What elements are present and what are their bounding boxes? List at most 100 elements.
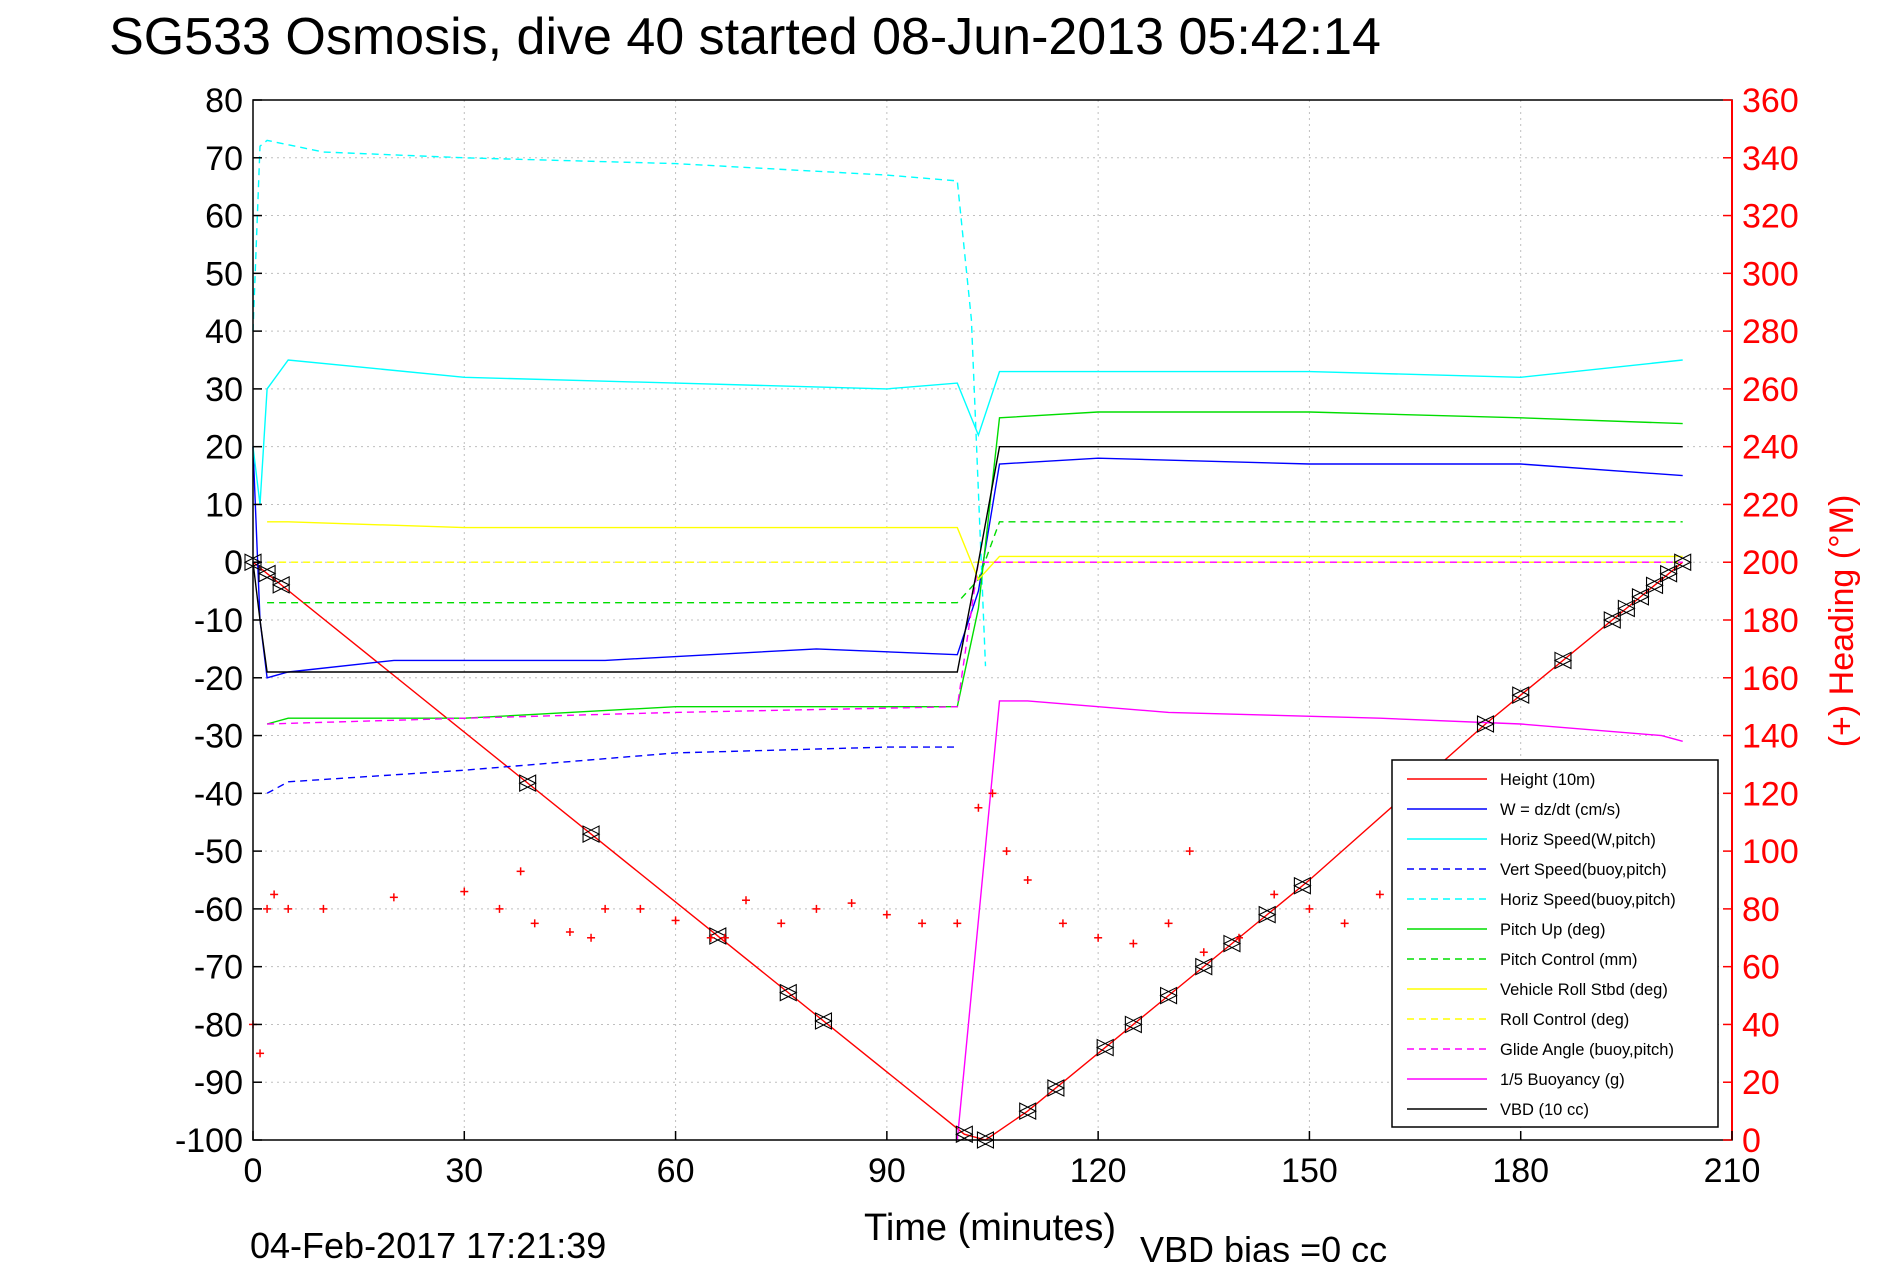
left-tick-label: 30 — [205, 371, 243, 409]
heading-point — [1270, 890, 1279, 899]
heading-point — [530, 919, 539, 928]
left-tick-label: -30 — [194, 718, 243, 756]
right-y-axis-label: (+) Heading (°M) — [1823, 495, 1861, 748]
left-tick-label: -20 — [194, 660, 243, 698]
heading-point — [1164, 919, 1173, 928]
right-tick-label: 260 — [1742, 371, 1799, 409]
height-marker — [1645, 576, 1664, 595]
series-pitch-up-deg — [266, 411, 1683, 725]
heading-point — [1375, 890, 1384, 899]
heading-point — [565, 928, 574, 936]
legend-label: Vert Speed(buoy,pitch) — [1500, 861, 1667, 879]
right-tick-label: 160 — [1742, 660, 1799, 698]
series-1-5-buoyancy-g — [956, 700, 1683, 1141]
left-tick-label: -10 — [194, 602, 243, 640]
series-horiz-speed-w-pitch — [252, 359, 1683, 505]
heading-point — [587, 933, 596, 942]
right-tick-label: 300 — [1742, 255, 1799, 293]
heading-point — [1185, 847, 1194, 856]
height-marker — [1553, 651, 1573, 670]
height-marker — [1673, 553, 1692, 572]
right-tick-label: 100 — [1742, 833, 1799, 871]
heading-point — [319, 904, 328, 913]
heading-point — [1058, 919, 1067, 928]
height-marker — [1617, 599, 1636, 618]
series-vehicle-roll-stbd-deg — [267, 521, 1683, 581]
left-tick-label: -90 — [194, 1064, 243, 1102]
heading-point — [1305, 904, 1314, 913]
heading-point — [263, 904, 272, 913]
x-tick-label: 150 — [1281, 1152, 1338, 1190]
right-tick-label: 180 — [1742, 602, 1799, 640]
series-height-10m — [252, 561, 1684, 1141]
left-tick-label: -60 — [194, 891, 243, 929]
heading-point — [256, 1049, 265, 1058]
height-marker — [1476, 715, 1495, 733]
height-marker — [1659, 564, 1678, 583]
height-marker — [257, 564, 277, 583]
height-marker — [1603, 611, 1622, 629]
left-tick-label: 10 — [205, 486, 243, 524]
heading-point — [953, 919, 962, 928]
heading-point — [918, 919, 927, 928]
right-tick-label: 360 — [1742, 82, 1799, 120]
height-marker — [271, 575, 291, 594]
heading-point — [671, 916, 680, 925]
heading-point — [601, 904, 610, 913]
heading-point — [882, 910, 891, 919]
right-y-axis: 3603403203002802602402202001801601401201… — [1723, 82, 1799, 1160]
right-tick-label: 200 — [1742, 544, 1799, 582]
series-glide-angle-buoy-pitch — [267, 561, 1683, 725]
height-marker — [1124, 1015, 1143, 1034]
x-tick-label: 180 — [1492, 1152, 1549, 1190]
legend-box — [1391, 759, 1719, 1128]
heading-point — [284, 904, 293, 913]
print-timestamp: 04-Feb-2017 17:21:39 — [250, 1225, 606, 1262]
right-tick-label: 80 — [1742, 891, 1780, 929]
right-tick-label: 20 — [1742, 1064, 1780, 1102]
legend-label: Horiz Speed(buoy,pitch) — [1500, 891, 1676, 909]
x-axis-label: Time (minutes) — [864, 1207, 1116, 1249]
legend-label: Vehicle Roll Stbd (deg) — [1500, 981, 1668, 999]
x-tick-label: 210 — [1704, 1152, 1761, 1190]
legend-label: Pitch Control (mm) — [1500, 951, 1638, 969]
left-tick-label: -40 — [194, 775, 243, 813]
chart-title: SG533 Osmosis, dive 40 started 08-Jun-20… — [109, 8, 1381, 66]
x-tick-label: 30 — [445, 1152, 483, 1190]
series-vert-speed-buoy-pitch — [266, 746, 958, 794]
left-tick-label: -100 — [175, 1122, 243, 1160]
heading-point — [988, 789, 997, 798]
left-tick-label: -50 — [194, 833, 243, 871]
left-tick-label: -70 — [194, 949, 243, 987]
heading-point — [1023, 876, 1032, 884]
legend-label: 1/5 Buoyancy (g) — [1500, 1071, 1625, 1089]
height-marker — [1095, 1038, 1115, 1057]
x-tick-label: 0 — [244, 1152, 263, 1190]
x-axis: 0 30 60 90 120 150 180 210 — [244, 1131, 1761, 1190]
heading-markers — [249, 789, 1384, 1058]
legend: Height (10m) W = dz/dt (cm/s) Horiz Speed(… — [1391, 759, 1719, 1128]
height-marker — [1293, 876, 1312, 895]
heading-point — [777, 919, 786, 928]
height-marker — [1257, 905, 1277, 924]
left-tick-label: 40 — [205, 313, 243, 351]
heading-point — [720, 933, 729, 942]
heading-point — [389, 893, 398, 902]
height-marker — [518, 774, 537, 792]
left-tick-label: -80 — [194, 1006, 243, 1044]
x-tick-label: 60 — [657, 1152, 695, 1190]
heading-point — [516, 867, 525, 876]
right-tick-label: 340 — [1742, 140, 1799, 178]
heading-point — [706, 933, 715, 942]
right-tick-label: 40 — [1742, 1006, 1780, 1044]
legend-label: Height (10m) — [1500, 771, 1595, 789]
left-tick-label: 50 — [205, 255, 243, 293]
height-marker — [779, 983, 798, 1002]
right-tick-label: 120 — [1742, 775, 1799, 813]
heading-point — [495, 904, 504, 913]
height-marker — [955, 1125, 974, 1144]
heading-point — [460, 887, 469, 896]
right-tick-label: 320 — [1742, 198, 1799, 236]
series-horiz-speed-buoy-pitch — [252, 139, 987, 667]
heading-point — [270, 890, 279, 899]
